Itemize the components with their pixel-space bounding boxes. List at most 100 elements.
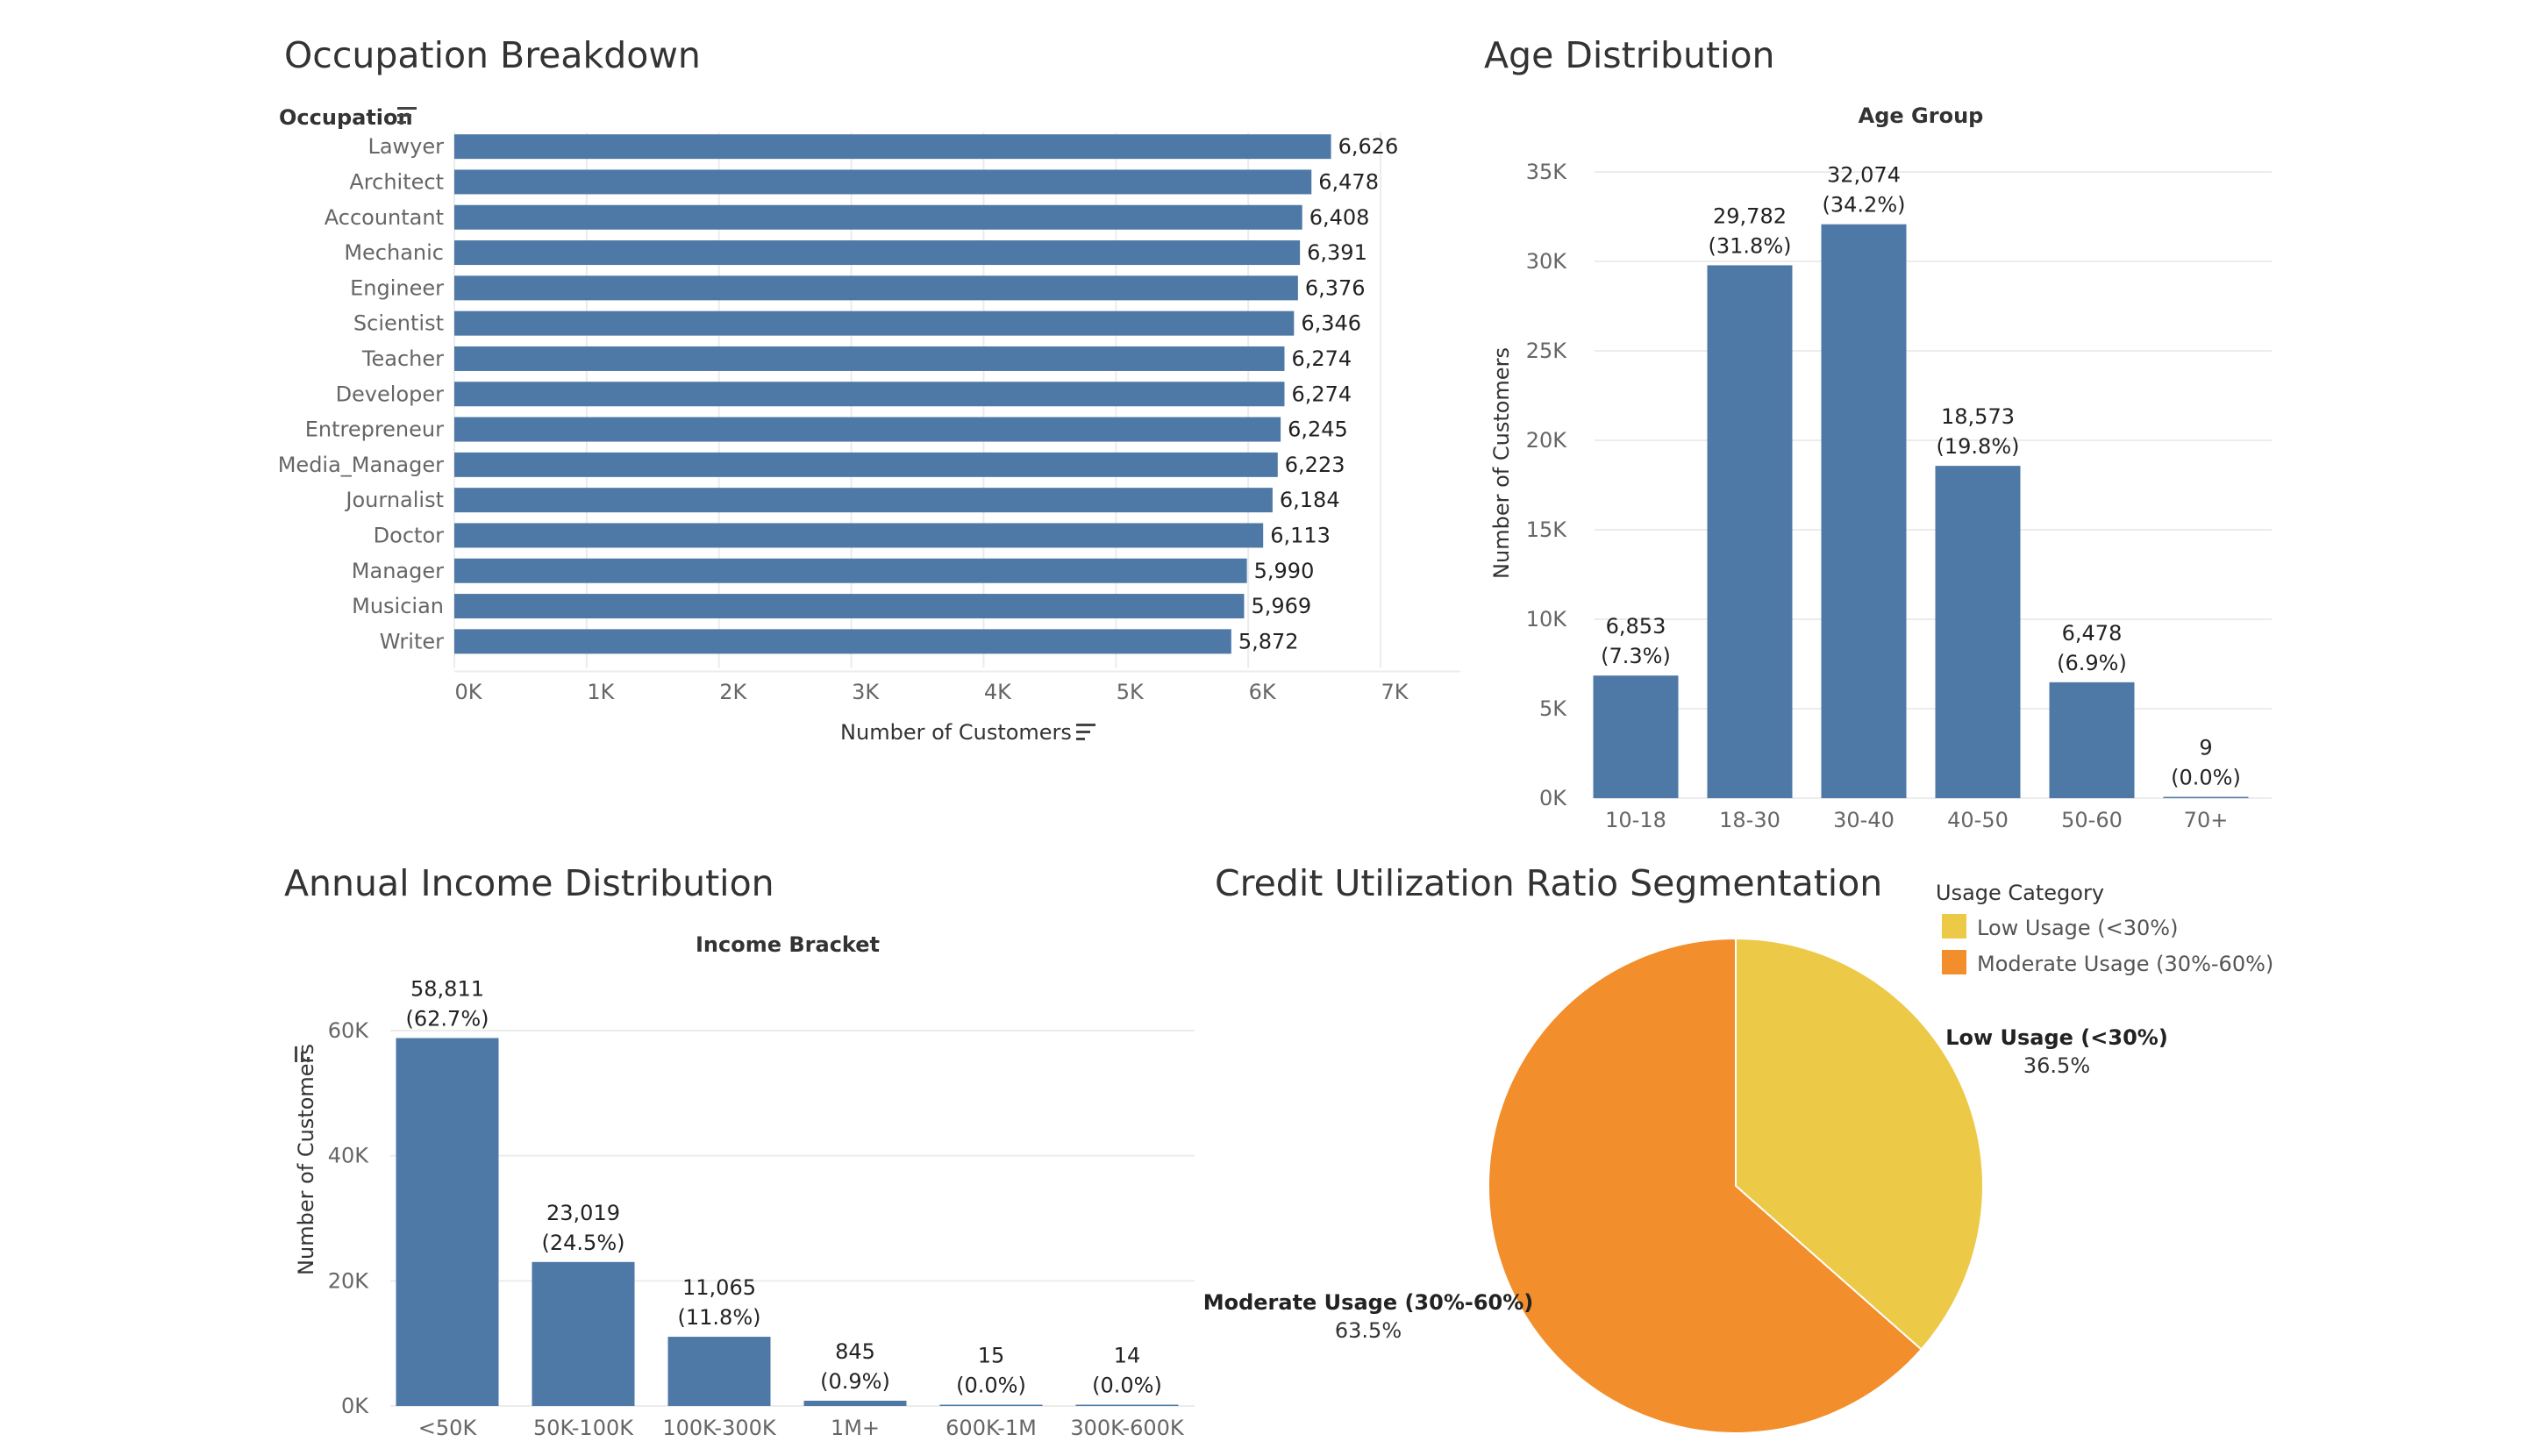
x-tick-label: 6K <box>1249 680 1277 704</box>
bar-600k-1m[interactable] <box>939 1404 1043 1407</box>
value-label: 6,184 <box>1280 488 1340 512</box>
legend-label-moderate[interactable]: Moderate Usage (30%-60%) <box>1977 952 2273 976</box>
legend-label-low[interactable]: Low Usage (<30%) <box>1977 916 2178 940</box>
occupation-x-axis-title[interactable]: Number of Customers <box>840 720 1072 745</box>
bar-50k-100k[interactable] <box>532 1261 635 1406</box>
category-label: Media_Manager <box>278 453 444 477</box>
value-label: 6,245 <box>1288 418 1348 442</box>
bar-100k-300k[interactable] <box>667 1337 771 1406</box>
bar-architect[interactable] <box>454 169 1312 195</box>
value-label: 14 <box>1114 1344 1141 1368</box>
x-tick-label: 5K <box>1117 680 1145 704</box>
value-label: 15 <box>978 1344 1005 1368</box>
pct-label: (11.8%) <box>678 1305 761 1330</box>
category-label: Architect <box>349 169 444 194</box>
pct-label: (0.0%) <box>956 1374 1026 1398</box>
y-tick-label: 35K <box>1526 160 1568 184</box>
bar-mechanic[interactable] <box>454 240 1301 266</box>
category-label: Mechanic <box>344 240 444 265</box>
bar-40-50[interactable] <box>1935 466 2021 798</box>
value-label: 6,478 <box>1318 169 1379 194</box>
pie-slice-low[interactable] <box>1735 937 1984 1351</box>
bar-lawyer[interactable] <box>454 134 1331 160</box>
bar-30-40[interactable] <box>1821 224 1907 798</box>
income-chart-header: Income Bracket <box>696 932 880 957</box>
legend: Usage Category Low Usage (<30%) Moderate… <box>1936 881 2273 976</box>
y-tick-label: 0K <box>341 1394 369 1418</box>
bar--50k[interactable] <box>396 1038 499 1406</box>
category-label: 18-30 <box>1719 808 1780 832</box>
value-label: 11,065 <box>682 1275 756 1300</box>
pct-label: (34.2%) <box>1823 193 1906 218</box>
pie-label-moderate: Moderate Usage (30%-60%) <box>1203 1290 1534 1315</box>
category-label: Doctor <box>374 523 444 547</box>
pie-slice-moderate[interactable] <box>1488 937 1923 1434</box>
category-label: Musician <box>352 594 444 618</box>
pct-label: (7.3%) <box>1601 644 1671 668</box>
bar-engineer[interactable] <box>454 275 1298 301</box>
bar-doctor[interactable] <box>454 523 1264 548</box>
pct-label: (31.8%) <box>1709 233 1792 258</box>
credit-utilization-chart: Credit Utilization Ratio Segmentation Us… <box>1203 862 2273 1434</box>
sort-icon[interactable] <box>1076 724 1095 740</box>
category-label: 100K-300K <box>662 1416 776 1440</box>
value-label: 58,811 <box>410 976 484 1001</box>
y-tick-label: 60K <box>328 1018 370 1043</box>
category-label: 50-60 <box>2061 808 2123 832</box>
category-label: Lawyer <box>367 134 444 159</box>
value-label: 6,274 <box>1291 382 1352 406</box>
bar-journalist[interactable] <box>454 488 1273 513</box>
bar-developer[interactable] <box>454 382 1285 407</box>
bar-musician[interactable] <box>454 594 1245 619</box>
pie-label-low: Low Usage (<30%) <box>1945 1025 2168 1050</box>
occupation-chart-title: Occupation Breakdown <box>284 34 701 76</box>
bar-300k-600k[interactable] <box>1075 1404 1179 1407</box>
pie-pct-moderate: 63.5% <box>1335 1318 1402 1343</box>
category-label: 30-40 <box>1833 808 1894 832</box>
bar-1m-[interactable] <box>803 1400 907 1406</box>
value-label: 6,346 <box>1301 311 1361 336</box>
x-tick-label: 1K <box>587 680 615 704</box>
value-label: 6,376 <box>1305 275 1366 300</box>
y-tick-label: 30K <box>1526 249 1568 274</box>
value-label: 5,872 <box>1238 629 1299 653</box>
value-label: 6,408 <box>1309 205 1370 230</box>
category-label: Engineer <box>350 275 444 300</box>
bar-scientist[interactable] <box>454 310 1295 336</box>
category-label: Scientist <box>353 311 444 336</box>
bar-18-30[interactable] <box>1707 265 1793 798</box>
income-y-axis-title[interactable]: Number of Customers <box>294 1044 318 1275</box>
category-label: 40-50 <box>1947 808 2009 832</box>
occupation-axis-header[interactable]: Occupation <box>279 105 413 130</box>
bar-70-[interactable] <box>2163 796 2249 799</box>
pie-pct-low: 36.5% <box>2023 1053 2090 1078</box>
y-tick-label: 5K <box>1539 696 1567 721</box>
sort-icon[interactable] <box>397 107 417 124</box>
occupation-chart: Occupation Breakdown Occupation Lawyer Ar… <box>278 34 1460 745</box>
value-label: 6,478 <box>2062 621 2123 646</box>
category-label: <50K <box>418 1416 478 1440</box>
bar-accountant[interactable] <box>454 204 1302 230</box>
bar-teacher[interactable] <box>454 346 1285 371</box>
pct-label: (0.0%) <box>2171 766 2241 790</box>
category-label: Accountant <box>325 205 444 230</box>
y-tick-label: 40K <box>328 1144 370 1168</box>
x-tick-label: 7K <box>1381 680 1409 704</box>
bar-50-60[interactable] <box>2049 682 2135 798</box>
bar-manager[interactable] <box>454 558 1247 583</box>
value-label: 5,969 <box>1251 594 1311 618</box>
category-label: Manager <box>352 559 444 583</box>
value-label: 23,019 <box>546 1201 620 1225</box>
bar-writer[interactable] <box>454 629 1231 654</box>
sort-icon[interactable] <box>295 1046 310 1062</box>
value-label: 845 <box>835 1339 875 1364</box>
value-label: 6,626 <box>1338 134 1399 159</box>
legend-swatch-moderate[interactable] <box>1942 950 1966 974</box>
legend-swatch-low[interactable] <box>1942 914 1966 939</box>
bar-media_manager[interactable] <box>454 452 1278 477</box>
y-tick-label: 10K <box>1526 607 1568 632</box>
bar-entrepreneur[interactable] <box>454 417 1281 442</box>
value-label: 32,074 <box>1827 163 1901 188</box>
bar-10-18[interactable] <box>1593 675 1679 798</box>
